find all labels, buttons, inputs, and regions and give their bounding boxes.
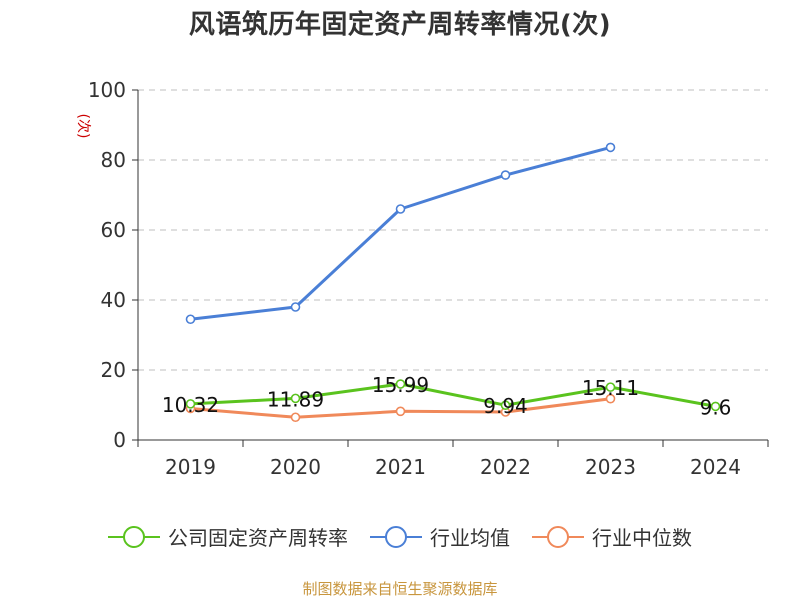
- data-point: [605, 142, 616, 153]
- legend-item: 行业均值: [370, 526, 510, 550]
- data-point: [500, 400, 511, 411]
- legend-marker: [385, 526, 407, 548]
- y-tick-label: 60: [101, 218, 126, 242]
- x-tick-label: 2023: [585, 455, 636, 479]
- legend: 公司固定资产周转率 行业均值 行业中位数: [108, 526, 692, 550]
- data-label: 9.94: [483, 394, 528, 418]
- legend-item: 公司固定资产周转率: [108, 526, 348, 550]
- legend-label: 行业中位数: [592, 526, 692, 550]
- data-label: 11.89: [267, 387, 324, 411]
- legend-label: 公司固定资产周转率: [168, 526, 348, 550]
- data-label: 15.11: [582, 376, 639, 400]
- data-point: [290, 393, 301, 404]
- data-point: [395, 406, 406, 417]
- legend-marker: [547, 526, 569, 548]
- legend-marker: [123, 526, 145, 548]
- axes: 0 20 40 60 80 100 2019 2020 2021 2022 2023 2024 (次): [75, 78, 769, 479]
- data-point: [605, 382, 616, 392]
- data-point: [185, 399, 196, 409]
- data-point: [605, 393, 616, 404]
- data-labels: 10.32 11.89 15.99 9.94 15.11 9.6: [162, 373, 732, 419]
- data-label: 9.6: [700, 395, 732, 419]
- grid-lines: [138, 89, 768, 371]
- data-point: [290, 302, 301, 312]
- data-point: [500, 170, 511, 180]
- chart-title: 风语筑历年固定资产周转率情况(次): [188, 10, 612, 40]
- source-note: 制图数据来自恒生聚源数据库: [302, 580, 498, 598]
- series-line: [190, 145, 611, 321]
- legend-item: 行业中位数: [532, 526, 692, 550]
- y-tick-label: 100: [88, 78, 126, 102]
- x-tick-label: 2024: [690, 455, 741, 479]
- data-label: 10.32: [162, 393, 219, 417]
- x-tick-label: 2019: [165, 455, 216, 479]
- legend-label: 行业均值: [430, 526, 510, 550]
- y-tick-label: 80: [101, 148, 126, 172]
- series-lines: [185, 142, 721, 423]
- x-tick-label: 2022: [480, 455, 531, 479]
- x-tick-label: 2021: [375, 455, 426, 479]
- data-point: [290, 412, 301, 423]
- data-point: [710, 401, 721, 412]
- y-tick-label: 0: [113, 428, 126, 452]
- data-label: 15.99: [372, 373, 429, 397]
- data-point: [395, 204, 406, 214]
- data-point: [185, 314, 196, 325]
- y-axis-label: (次): [75, 114, 91, 139]
- x-tick-label: 2020: [270, 455, 321, 479]
- y-tick-label: 20: [101, 358, 126, 382]
- series-line: [190, 382, 716, 408]
- y-tick-label: 40: [101, 288, 126, 312]
- data-point: [395, 379, 406, 389]
